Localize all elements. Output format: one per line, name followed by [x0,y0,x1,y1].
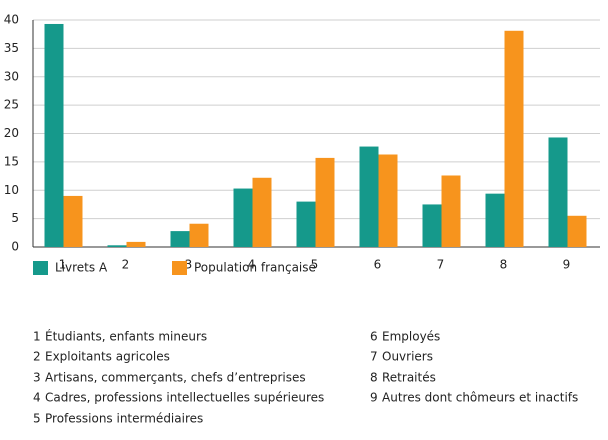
note-number: 8 [370,371,378,385]
x-tick-label: 8 [500,258,508,272]
x-tick-label: 2 [122,258,130,272]
x-tick-label: 6 [374,258,382,272]
x-tick-label: 3 [185,258,193,272]
y-tick-label: 40 [4,13,19,27]
bar [252,177,272,247]
bar [63,195,83,247]
legend-label: Livrets A [55,261,108,275]
note-number: 7 [370,350,378,364]
bar [359,146,379,247]
note-text: Retraités [382,371,436,385]
y-tick-label: 5 [11,211,19,225]
note-number: 6 [370,330,378,344]
legend-swatch [172,261,187,275]
x-tick-label: 7 [437,258,445,272]
y-tick-label: 35 [4,41,19,55]
bar [422,204,442,247]
y-tick-label: 30 [4,69,19,83]
note-text: Exploitants agricoles [45,350,170,364]
legend-swatch [33,261,48,275]
bar [315,157,335,247]
bar [567,215,587,247]
y-tick-label: 20 [4,126,19,140]
bar [485,193,505,247]
bar [296,201,316,247]
note-text: Cadres, professions intellectuelles supé… [45,391,324,405]
bar [44,23,64,247]
note-text: Professions intermédiaires [45,412,203,426]
x-tick-label: 1 [59,258,67,272]
y-tick-label: 25 [4,98,19,112]
bar [548,137,568,247]
bar [189,223,209,247]
bar [233,188,253,247]
bar [441,175,461,247]
bar [126,241,146,247]
bar [378,154,398,247]
note-number: 9 [370,391,378,405]
note-number: 4 [33,391,41,405]
x-tick-label: 5 [311,258,319,272]
bar [170,231,190,247]
note-number: 2 [33,350,41,364]
bar [107,245,127,247]
note-number: 3 [33,371,41,385]
note-text: Autres dont chômeurs et inactifs [382,391,578,405]
legend-label: Population française [194,261,316,275]
note-number: 5 [33,412,41,426]
note-text: Étudiants, enfants mineurs [45,329,207,344]
y-tick-label: 0 [11,240,19,254]
note-text: Artisans, commerçants, chefs d’entrepris… [45,371,306,385]
note-text: Employés [382,330,440,344]
note-text: Ouvriers [382,350,433,364]
x-tick-label: 4 [248,258,256,272]
x-tick-label: 9 [563,258,571,272]
y-tick-label: 10 [4,183,19,197]
bar [504,30,524,247]
note-number: 1 [33,330,41,344]
y-tick-label: 15 [4,154,19,168]
